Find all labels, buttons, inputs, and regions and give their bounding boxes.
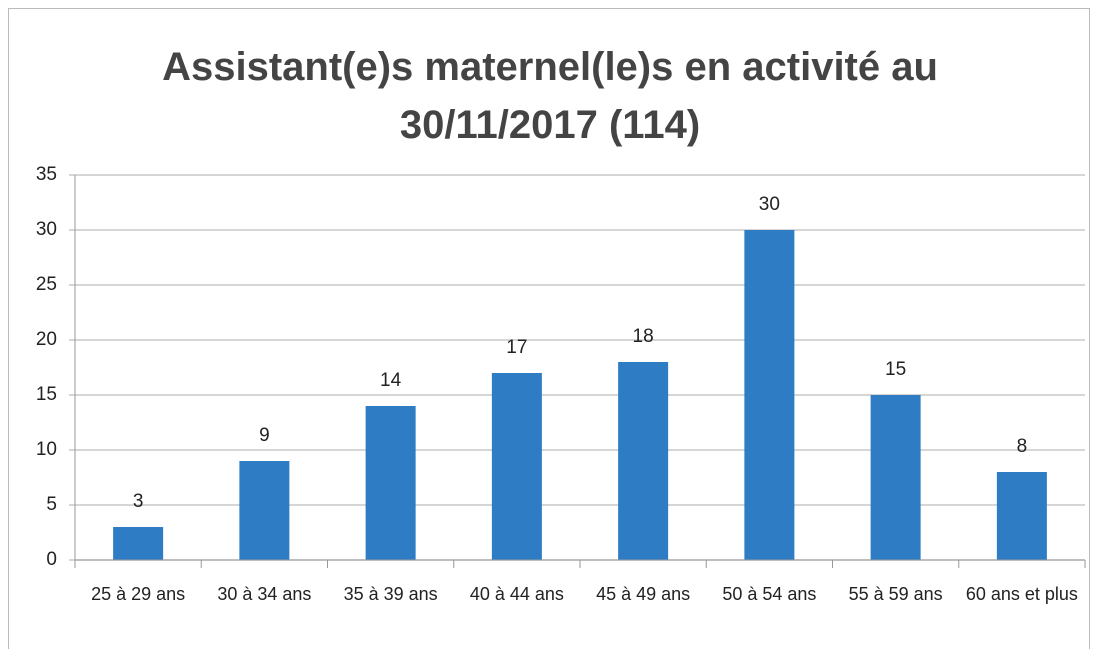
- bar: [996, 472, 1047, 560]
- bar: [618, 362, 669, 560]
- x-tick-label: 30 à 34 ans: [217, 584, 312, 604]
- bar: [870, 395, 921, 560]
- bar: [491, 373, 542, 560]
- y-tick-label: 15: [36, 384, 57, 405]
- value-label: 3: [133, 491, 144, 512]
- frame: [8, 8, 1090, 649]
- y-tick-label: 10: [36, 439, 57, 460]
- value-label: 15: [885, 359, 906, 380]
- x-tick-label: 60 ans et plus: [965, 584, 1078, 604]
- x-tick-label: 55 à 59 ans: [848, 584, 943, 604]
- y-tick-label: 20: [36, 329, 57, 350]
- value-label: 17: [506, 337, 527, 358]
- y-tick-label: 0: [46, 549, 57, 570]
- chart-title: Assistant(e)s maternel(le)s en activité …: [162, 45, 938, 147]
- y-tick-label: 25: [36, 274, 57, 295]
- bar: [744, 230, 795, 560]
- value-label: 8: [1017, 436, 1028, 457]
- value-label: 9: [259, 425, 270, 446]
- bar: [365, 406, 416, 560]
- x-tick-label: 50 à 54 ans: [722, 584, 817, 604]
- bar: [239, 461, 290, 560]
- value-label: 18: [633, 326, 654, 347]
- y-tick-label: 30: [36, 219, 57, 240]
- y-tick-label: 5: [46, 494, 57, 515]
- x-tick-label: 45 à 49 ans: [596, 584, 691, 604]
- x-tick-label: 25 à 29 ans: [91, 584, 186, 604]
- bar: [113, 527, 164, 560]
- x-tick-label: 35 à 39 ans: [343, 584, 438, 604]
- value-label: 30: [759, 194, 780, 215]
- value-label: 14: [380, 370, 402, 391]
- y-tick-label: 35: [36, 164, 57, 185]
- x-tick-label: 40 à 44 ans: [469, 584, 564, 604]
